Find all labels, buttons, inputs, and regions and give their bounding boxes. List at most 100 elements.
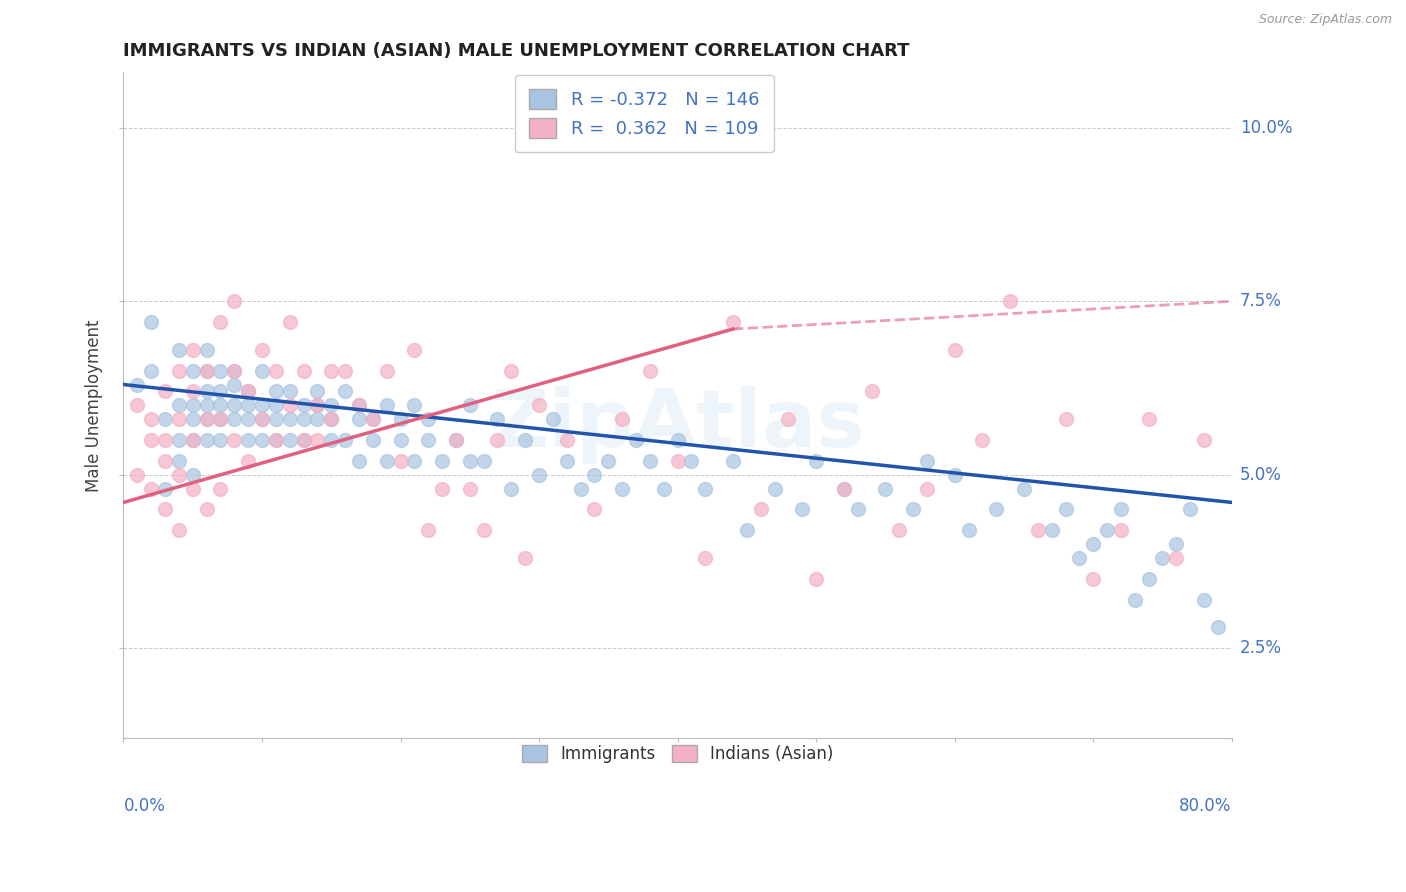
Text: IMMIGRANTS VS INDIAN (ASIAN) MALE UNEMPLOYMENT CORRELATION CHART: IMMIGRANTS VS INDIAN (ASIAN) MALE UNEMPL…: [124, 42, 910, 60]
Point: [264, 364, 287, 378]
Point: [804, 572, 827, 586]
Point: [292, 364, 315, 378]
Point: [167, 412, 190, 426]
Point: [209, 384, 232, 399]
Point: [333, 364, 356, 378]
Point: [250, 398, 273, 412]
Point: [458, 482, 481, 496]
Point: [652, 482, 675, 496]
Point: [141, 433, 163, 447]
Point: [347, 398, 370, 412]
Point: [695, 550, 717, 565]
Point: [501, 364, 523, 378]
Point: [250, 343, 273, 357]
Point: [264, 433, 287, 447]
Point: [832, 482, 855, 496]
Point: [792, 502, 814, 516]
Text: ZipAtlas: ZipAtlas: [491, 386, 865, 465]
Point: [998, 294, 1021, 309]
Point: [181, 433, 204, 447]
Point: [418, 523, 440, 537]
Point: [153, 454, 176, 468]
Y-axis label: Male Unemployment: Male Unemployment: [86, 319, 103, 491]
Point: [695, 482, 717, 496]
Point: [141, 482, 163, 496]
Point: [763, 482, 786, 496]
Point: [1083, 537, 1105, 551]
Legend: Immigrants, Indians (Asian): Immigrants, Indians (Asian): [515, 739, 841, 770]
Point: [250, 433, 273, 447]
Point: [666, 433, 689, 447]
Point: [389, 412, 412, 426]
Point: [444, 433, 467, 447]
Point: [264, 384, 287, 399]
Point: [583, 502, 606, 516]
Point: [195, 398, 218, 412]
Point: [347, 412, 370, 426]
Point: [236, 398, 259, 412]
Point: [127, 377, 149, 392]
Point: [527, 398, 550, 412]
Text: 7.5%: 7.5%: [1240, 293, 1282, 310]
Point: [181, 467, 204, 482]
Point: [444, 433, 467, 447]
Point: [209, 398, 232, 412]
Point: [1123, 592, 1146, 607]
Point: [375, 364, 398, 378]
Point: [224, 377, 246, 392]
Text: 10.0%: 10.0%: [1240, 119, 1292, 136]
Point: [264, 433, 287, 447]
Point: [307, 412, 329, 426]
Point: [167, 398, 190, 412]
Point: [389, 454, 412, 468]
Point: [832, 482, 855, 496]
Point: [1166, 550, 1188, 565]
Point: [209, 412, 232, 426]
Point: [1040, 523, 1063, 537]
Point: [278, 433, 301, 447]
Point: [1192, 592, 1215, 607]
Point: [224, 398, 246, 412]
Point: [250, 364, 273, 378]
Point: [209, 412, 232, 426]
Point: [735, 523, 758, 537]
Point: [515, 433, 537, 447]
Point: [264, 412, 287, 426]
Text: 80.0%: 80.0%: [1180, 797, 1232, 814]
Point: [569, 482, 592, 496]
Point: [209, 364, 232, 378]
Point: [486, 412, 509, 426]
Point: [418, 412, 440, 426]
Point: [472, 454, 495, 468]
Point: [1054, 412, 1077, 426]
Point: [749, 502, 772, 516]
Point: [555, 454, 578, 468]
Point: [181, 433, 204, 447]
Point: [181, 398, 204, 412]
Point: [224, 364, 246, 378]
Point: [224, 433, 246, 447]
Point: [1166, 537, 1188, 551]
Point: [418, 433, 440, 447]
Point: [1192, 433, 1215, 447]
Point: [430, 482, 453, 496]
Point: [181, 364, 204, 378]
Point: [141, 315, 163, 329]
Point: [321, 433, 343, 447]
Point: [153, 384, 176, 399]
Point: [1054, 502, 1077, 516]
Point: [458, 398, 481, 412]
Point: [778, 412, 800, 426]
Point: [181, 384, 204, 399]
Text: Source: ZipAtlas.com: Source: ZipAtlas.com: [1258, 13, 1392, 27]
Point: [321, 364, 343, 378]
Point: [430, 454, 453, 468]
Point: [264, 398, 287, 412]
Point: [986, 502, 1008, 516]
Point: [846, 502, 869, 516]
Point: [195, 412, 218, 426]
Point: [1109, 502, 1132, 516]
Point: [195, 343, 218, 357]
Point: [167, 467, 190, 482]
Point: [167, 454, 190, 468]
